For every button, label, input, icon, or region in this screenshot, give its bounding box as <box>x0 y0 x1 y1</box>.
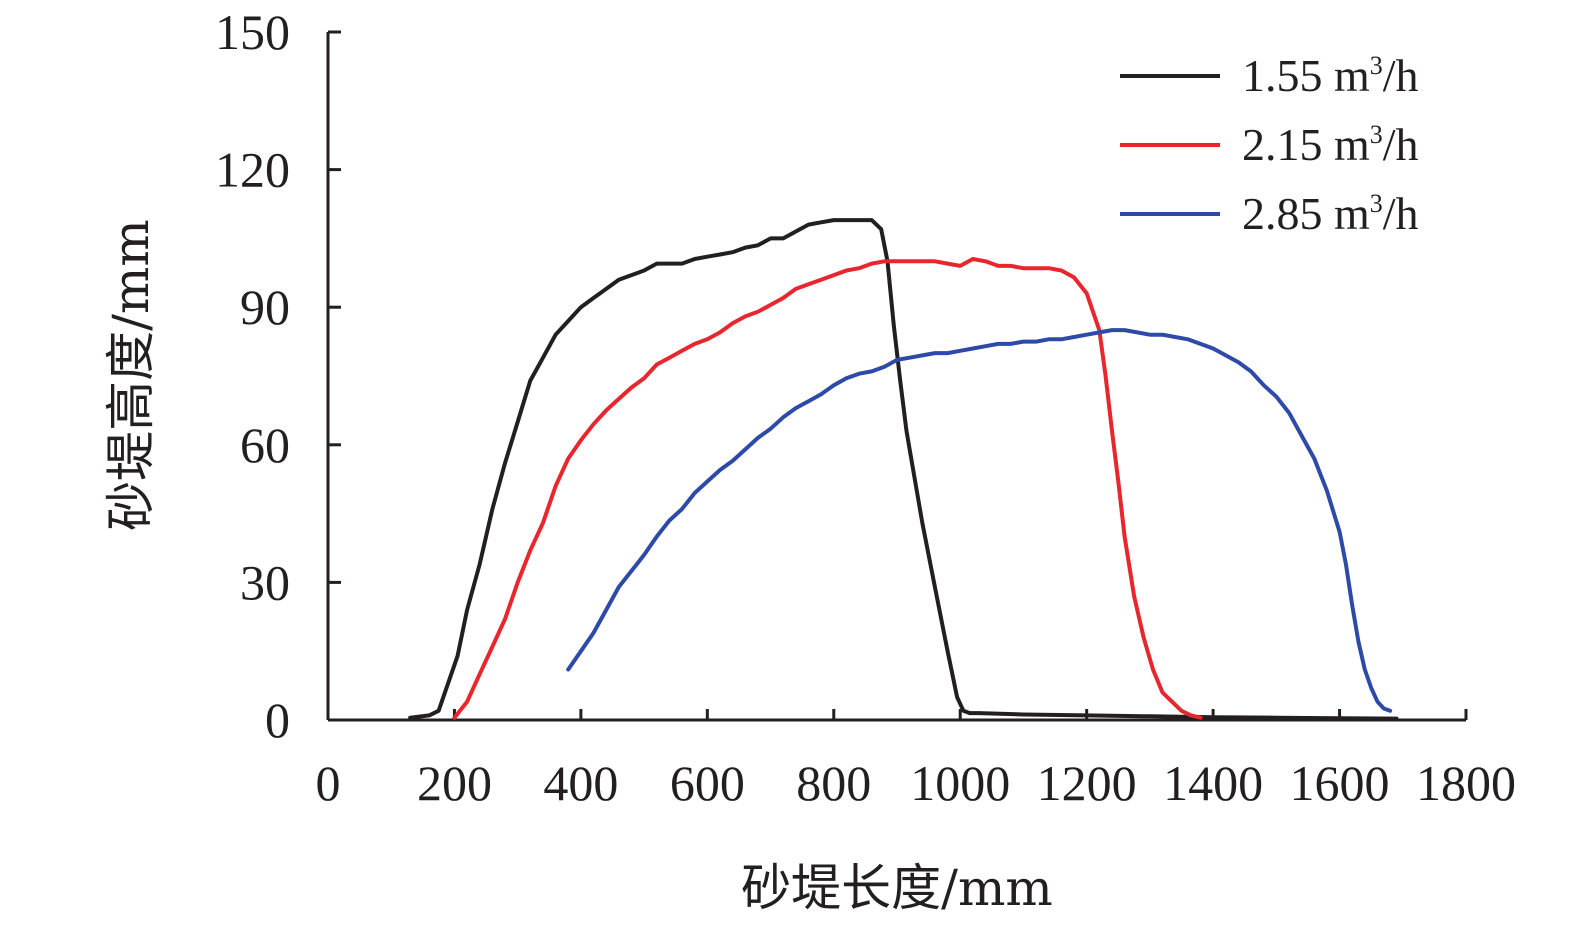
y-tick-label: 120 <box>215 142 290 198</box>
x-tick-label: 0 <box>316 755 341 811</box>
y-ticks: 0 30 60 90 120 150 <box>215 4 341 748</box>
x-tick-label: 1800 <box>1416 755 1516 811</box>
legend-label-3: 2.85 m3/h <box>1242 188 1419 239</box>
y-tick-label: 60 <box>240 417 290 473</box>
axes <box>326 32 1466 722</box>
y-tick-label: 30 <box>240 554 290 610</box>
legend-label-2: 2.15 m3/h <box>1242 119 1419 170</box>
y-tick-label: 150 <box>215 4 290 60</box>
series-line-2 <box>452 257 1203 720</box>
x-axis-title: 砂堤长度/mm <box>741 859 1053 917</box>
series-line-1 <box>408 218 1399 721</box>
x-tick-label: 800 <box>796 755 871 811</box>
x-tick-label: 200 <box>417 755 492 811</box>
y-axis-title: 砂堤高度/mm <box>102 219 160 531</box>
x-tick-label: 1600 <box>1290 755 1390 811</box>
x-tick-label: 1200 <box>1037 755 1137 811</box>
x-tick-label: 400 <box>543 755 618 811</box>
y-tick-label: 90 <box>240 279 290 335</box>
y-tick-label: 0 <box>265 692 290 748</box>
x-tick-label: 1000 <box>910 755 1010 811</box>
x-tick-label: 1400 <box>1163 755 1263 811</box>
legend-label-1: 1.55 m3/h <box>1242 50 1419 101</box>
x-ticks: 0 200 400 600 800 1000 1200 1400 1600 1800 <box>316 709 1516 811</box>
series-lines <box>408 218 1399 721</box>
series-line-3 <box>566 328 1393 713</box>
x-tick-label: 600 <box>670 755 745 811</box>
legend: 1.55 m3/h 2.15 m3/h 2.85 m3/h <box>1120 50 1419 239</box>
